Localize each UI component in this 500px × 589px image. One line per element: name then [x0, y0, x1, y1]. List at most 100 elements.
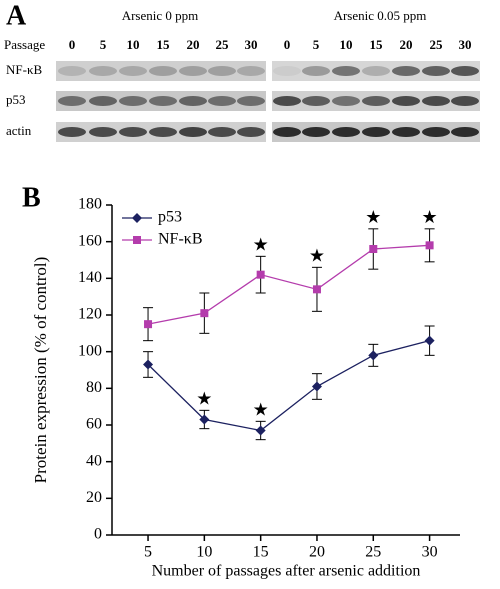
passage-number: 30	[459, 37, 472, 52]
blot-band	[332, 96, 360, 106]
passage-number: 5	[313, 37, 320, 52]
point	[200, 309, 209, 318]
passage-number: 25	[430, 37, 444, 52]
point	[199, 414, 210, 425]
significance-star: ★	[422, 207, 438, 227]
point	[255, 425, 266, 436]
y-tick-label: 100	[78, 342, 102, 359]
blot-band	[89, 66, 117, 76]
y-tick-label: 120	[78, 306, 102, 323]
point	[369, 245, 378, 253]
group-label: Arsenic 0.05 ppm	[334, 8, 427, 23]
point	[424, 335, 435, 346]
blot-band	[362, 127, 390, 137]
blot-band	[208, 66, 236, 76]
blot-band	[422, 66, 450, 76]
blot-band	[302, 66, 330, 76]
y-tick-label: 0	[94, 526, 102, 543]
point	[256, 270, 265, 279]
blot-band	[237, 127, 265, 137]
passage-number: 10	[127, 37, 140, 52]
x-tick-label: 25	[365, 544, 381, 561]
blot-band	[58, 127, 86, 137]
significance-star: ★	[365, 207, 381, 227]
passage-number: 20	[400, 37, 413, 52]
y-tick-label: 80	[86, 379, 102, 396]
blot-band	[422, 127, 450, 137]
row-label: NF-κB	[6, 62, 42, 77]
blot-band	[451, 127, 479, 137]
passage-number: 25	[216, 37, 230, 52]
y-tick-label: 160	[78, 232, 102, 249]
y-tick-label: 140	[78, 269, 102, 286]
series-line	[147, 340, 430, 432]
passage-number: 10	[340, 37, 353, 52]
blot-band	[208, 96, 236, 106]
blot-band	[273, 66, 301, 76]
blot-band	[451, 66, 479, 76]
passage-number: 0	[284, 37, 291, 52]
blot-band	[332, 66, 360, 76]
blot-band	[58, 66, 86, 76]
legend-label: p53	[158, 209, 182, 226]
point	[143, 359, 154, 370]
blot-band	[237, 96, 265, 106]
y-tick-label: 20	[86, 489, 102, 506]
point	[368, 350, 379, 361]
blot-band	[362, 96, 390, 106]
passage-number: 15	[157, 37, 171, 52]
x-tick-label: 10	[196, 544, 212, 561]
point	[311, 381, 322, 392]
passage-label: Passage	[4, 37, 45, 52]
x-tick-label: 30	[422, 544, 438, 561]
blot-band	[237, 66, 265, 76]
panel-label: A	[6, 0, 27, 31]
row-label: actin	[6, 123, 32, 138]
passage-number: 0	[69, 37, 76, 52]
legend-marker	[133, 236, 141, 244]
blot-band	[273, 127, 301, 137]
panel-label: B	[22, 182, 41, 213]
passage-number: 15	[370, 37, 384, 52]
blot-band	[392, 127, 420, 137]
blot-strip	[272, 61, 480, 81]
blot-band	[302, 96, 330, 106]
y-tick-label: 60	[86, 416, 102, 433]
passage-number: 5	[100, 37, 107, 52]
blot-band	[119, 96, 147, 106]
blot-band	[149, 127, 177, 137]
passage-number: 20	[187, 37, 200, 52]
blot-band	[149, 66, 177, 76]
point	[425, 241, 434, 250]
blot-band	[208, 127, 236, 137]
x-tick-label: 20	[309, 544, 325, 561]
blot-band	[179, 127, 207, 137]
series-line	[147, 244, 430, 325]
blot-band	[302, 127, 330, 137]
blot-band	[332, 127, 360, 137]
blot-band	[422, 96, 450, 106]
x-tick-label: 5	[144, 544, 152, 561]
blot-band	[392, 66, 420, 76]
blot-band	[273, 96, 301, 106]
blot-band	[179, 96, 207, 106]
blot-band	[89, 127, 117, 137]
significance-star: ★	[253, 399, 269, 419]
blot-band	[392, 96, 420, 106]
blot-band	[149, 96, 177, 106]
y-tick-label: 40	[86, 452, 102, 469]
y-axis-title: Protein expression (% of control)	[31, 257, 50, 484]
significance-star: ★	[309, 245, 325, 265]
blot-band	[179, 66, 207, 76]
significance-star: ★	[196, 388, 212, 408]
y-tick-label: 180	[78, 196, 102, 213]
point	[312, 285, 321, 294]
row-label: p53	[6, 92, 26, 107]
blot-band	[119, 66, 147, 76]
group-label: Arsenic 0 ppm	[122, 8, 199, 23]
x-axis-title: Number of passages after arsenic additio…	[152, 563, 421, 580]
passage-number: 30	[245, 37, 258, 52]
blot-band	[89, 96, 117, 106]
legend-label: NF-κB	[158, 231, 203, 248]
